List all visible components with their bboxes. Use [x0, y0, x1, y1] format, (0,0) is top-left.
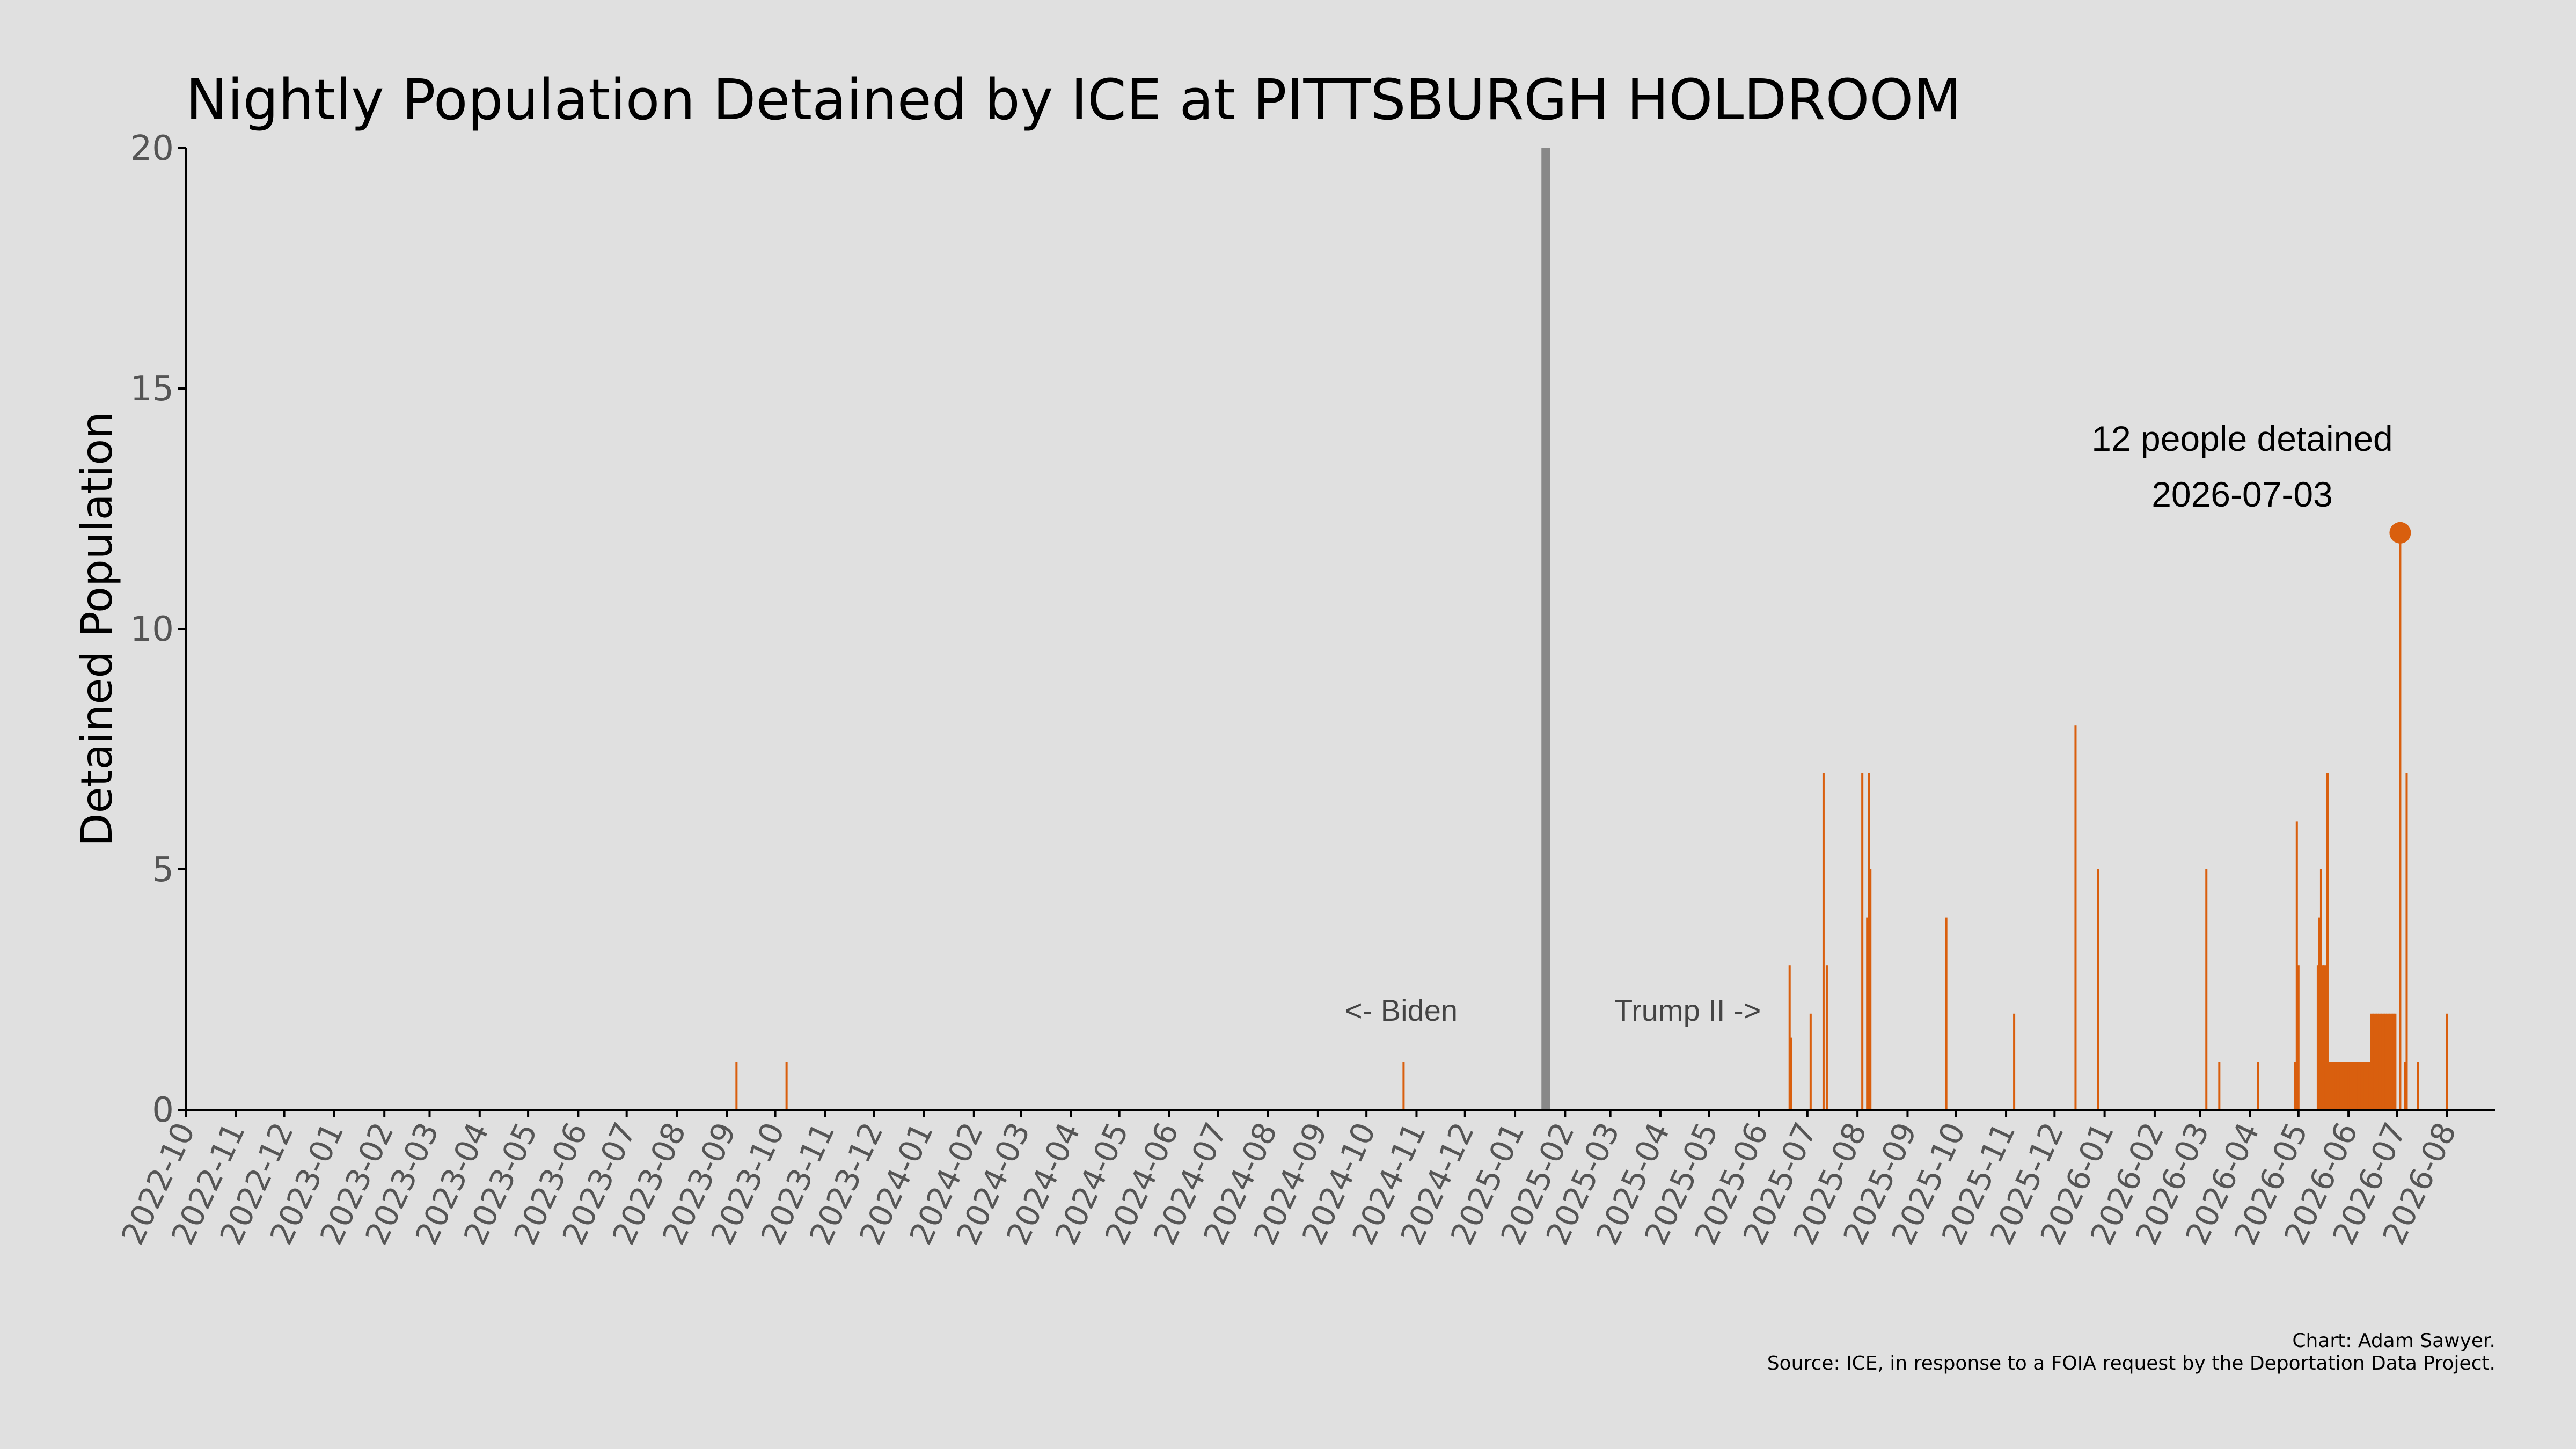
bar	[2316, 965, 2319, 1110]
bar	[2334, 1062, 2337, 1110]
bar	[2405, 773, 2408, 1110]
bar	[2355, 1062, 2358, 1110]
bar	[2333, 1062, 2336, 1110]
bar	[2381, 1013, 2384, 1110]
bar	[1868, 773, 1870, 1110]
bar	[735, 1062, 738, 1110]
axes-layer	[185, 148, 2496, 1111]
bars-layer	[735, 532, 2448, 1110]
bar	[2318, 917, 2321, 1110]
bar	[1825, 965, 1828, 1110]
bar	[2389, 1013, 2392, 1110]
y-ticks: 0 5 10 15 20	[130, 129, 186, 1130]
bar	[2339, 1062, 2342, 1110]
bar	[2328, 1062, 2330, 1110]
bar	[2331, 1062, 2334, 1110]
credit-source: Source: ICE, in response to a FOIA reque…	[1767, 1352, 2496, 1374]
bar	[1866, 917, 1869, 1110]
bar	[2388, 1013, 2390, 1110]
bar	[2392, 1013, 2395, 1110]
y-tick-label: 0	[152, 1091, 174, 1130]
bar	[2386, 1013, 2389, 1110]
bar	[2383, 1013, 2385, 1110]
bar	[2394, 1013, 2397, 1110]
bar	[2336, 1062, 2339, 1110]
y-tick-label: 20	[130, 129, 174, 169]
y-tick-label: 10	[130, 610, 174, 649]
peak-layer	[2389, 522, 2411, 544]
bar	[2351, 1062, 2353, 1110]
bar	[785, 1062, 788, 1110]
bar	[2359, 1062, 2361, 1110]
bar	[1402, 1062, 1405, 1110]
bar	[2384, 1013, 2387, 1110]
y-tick-label: 5	[152, 850, 174, 890]
credit-author: Chart: Adam Sawyer.	[2292, 1330, 2496, 1352]
bar	[2321, 965, 2324, 1110]
bar	[1869, 869, 1872, 1110]
bar	[2372, 1013, 2374, 1110]
bar	[2346, 1062, 2348, 1110]
bar	[2376, 1013, 2379, 1110]
bar	[2352, 1062, 2355, 1110]
peak-annotation-count: 12 people detained	[2091, 419, 2393, 458]
bar	[1788, 965, 1791, 1110]
y-tick-label: 15	[130, 369, 174, 409]
bar	[2365, 1062, 2368, 1110]
bar	[2363, 1062, 2366, 1110]
bar	[2323, 965, 2325, 1110]
bar	[2013, 1013, 2016, 1110]
bar	[2373, 1013, 2376, 1110]
bar	[2218, 1062, 2221, 1110]
trump-era-label: Trump II ->	[1614, 993, 1761, 1027]
bar	[2324, 965, 2327, 1110]
bar	[2354, 1062, 2357, 1110]
chart-title: Nightly Population Detained by ICE at PI…	[186, 67, 1962, 133]
bar	[2295, 821, 2298, 1110]
bar	[2370, 1013, 2373, 1110]
bar	[1790, 1037, 1792, 1110]
bar	[2343, 1062, 2345, 1110]
bar	[1809, 1013, 1812, 1110]
bar	[2341, 1062, 2344, 1110]
bar	[2074, 725, 2077, 1110]
bar	[2417, 1062, 2419, 1110]
bar	[2360, 1062, 2363, 1110]
x-ticks: 2022-102022-112022-122023-012023-022023-…	[114, 1110, 2463, 1250]
bar	[2375, 1013, 2377, 1110]
bar	[2257, 1062, 2259, 1110]
bar	[2399, 532, 2402, 1110]
bar	[2391, 1013, 2394, 1110]
bar	[2294, 1062, 2296, 1110]
bar	[1822, 773, 1825, 1110]
bar	[2446, 1013, 2448, 1110]
bar	[2330, 1062, 2332, 1110]
bar	[2297, 965, 2300, 1110]
y-axis-label: Detained Population	[72, 412, 122, 846]
bar	[2380, 1013, 2382, 1110]
bar	[2378, 1013, 2381, 1110]
bar	[2347, 1062, 2350, 1110]
bar	[2349, 1062, 2352, 1110]
bar	[2319, 869, 2322, 1110]
bar	[2338, 1062, 2340, 1110]
bar	[2404, 1062, 2406, 1110]
bar	[2357, 1062, 2360, 1110]
bar	[2367, 1062, 2369, 1110]
bar	[1861, 773, 1864, 1110]
peak-annotation-date: 2026-07-03	[2151, 474, 2333, 514]
peak-marker	[2389, 522, 2411, 544]
bar	[2344, 1062, 2347, 1110]
bar	[1945, 917, 1948, 1110]
bar	[2368, 1062, 2371, 1110]
bar	[2205, 869, 2208, 1110]
bar	[2362, 1062, 2365, 1110]
biden-era-label: <- Biden	[1345, 993, 1458, 1027]
bar	[2097, 869, 2099, 1110]
bar	[2326, 773, 2329, 1110]
